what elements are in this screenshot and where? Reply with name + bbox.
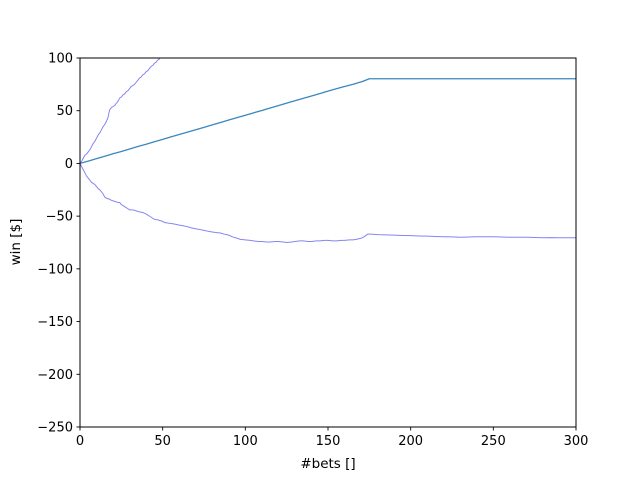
x-axis-label: #bets [] [300, 456, 355, 472]
y-tick-label: 100 [48, 52, 73, 67]
x-tick-label: 250 [481, 434, 506, 449]
series-group [80, 58, 576, 243]
series-line-lower-envelope [80, 162, 576, 243]
y-tick-label: −250 [37, 421, 73, 436]
ticks-group: 0 50 100 150 200 250 300 100 50 0 −50 −100 −150 −200 −… [37, 52, 588, 450]
y-tick-label: 0 [65, 157, 73, 172]
y-tick-label: 50 [56, 104, 73, 119]
y-tick-label: −50 [46, 210, 73, 225]
y-tick-label: −200 [37, 368, 73, 383]
series-line-expected-win [80, 78, 576, 165]
x-tick-label: 50 [154, 434, 171, 449]
series-line-upper-envelope [80, 58, 161, 164]
axes-spines [79, 57, 577, 428]
x-tick-label: 150 [316, 434, 341, 449]
x-tick-label: 300 [564, 434, 589, 449]
y-tick-label: −150 [37, 315, 73, 330]
x-tick-label: 0 [76, 434, 84, 449]
y-axis-label: win [$] [8, 219, 24, 266]
x-tick-label: 100 [233, 434, 258, 449]
y-tick-label: −100 [37, 262, 73, 277]
x-tick-label: 200 [398, 434, 423, 449]
